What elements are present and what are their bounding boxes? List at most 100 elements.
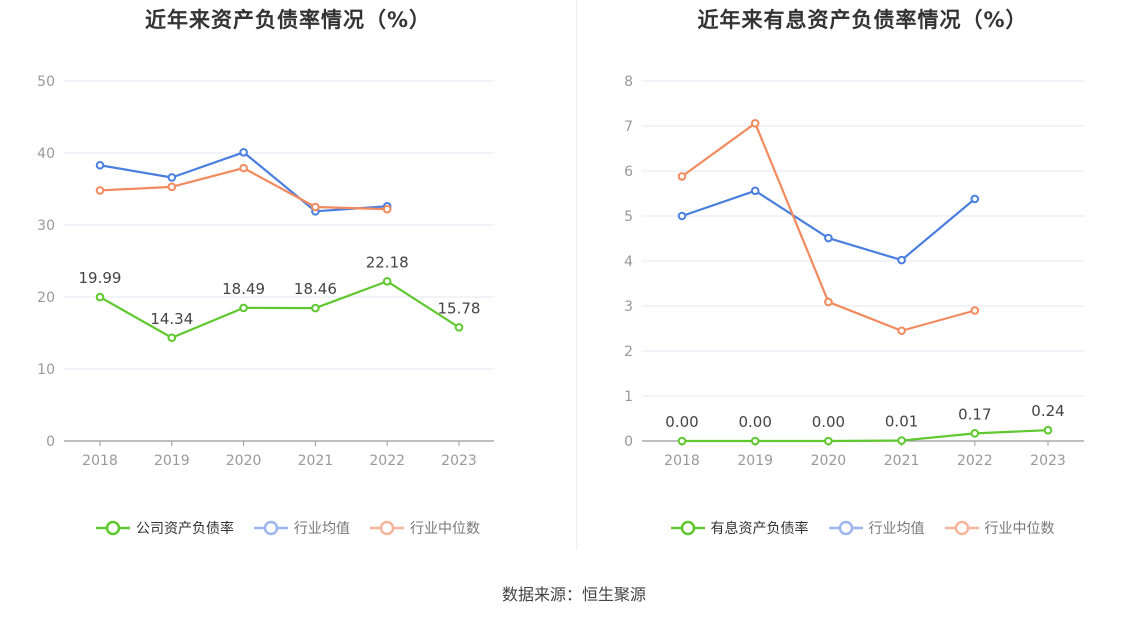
legend-label: 行业均值 <box>294 521 350 537</box>
data-point[interactable] <box>382 277 392 286</box>
data-point[interactable] <box>970 306 980 315</box>
data-label: 19.99 <box>79 269 122 287</box>
x-tick-label: 2018 <box>82 453 118 469</box>
series-line <box>99 280 460 339</box>
y-tick-label: 30 <box>37 218 55 234</box>
chart-panel-right: 近年来有息资产负债率情况（%） 0 1 2 3 4 5 6 7 8 2018 2019 2020 202… <box>577 0 1148 560</box>
series-line <box>681 189 976 262</box>
data-point[interactable] <box>311 202 320 212</box>
legend-item[interactable]: 行业均值 <box>254 518 350 538</box>
plot-area: 0 10 20 30 40 50 2018 2019 2020 2021 2022 2023 19.99… <box>37 74 494 469</box>
x-tick-label: 2019 <box>154 453 190 469</box>
chart-title: 近年来有息资产负债率情况（%） <box>697 8 1028 32</box>
legend-item[interactable]: 行业均值 <box>828 518 925 538</box>
legend-label: 公司资产负债率 <box>136 521 234 537</box>
legend-marker <box>944 520 979 536</box>
y-tick-label: 3 <box>624 299 633 315</box>
data-label: 0.01 <box>885 413 918 431</box>
data-point[interactable] <box>167 333 177 343</box>
data-point[interactable] <box>167 182 177 192</box>
legend-marker <box>254 520 288 536</box>
data-point[interactable] <box>970 194 980 204</box>
data-label: 18.49 <box>222 280 265 298</box>
legend-marker <box>96 520 130 536</box>
data-point[interactable] <box>95 186 105 195</box>
legend-marker <box>670 520 705 536</box>
data-point[interactable] <box>239 147 248 157</box>
x-tick-label: 2020 <box>226 453 262 469</box>
data-point[interactable] <box>239 303 248 313</box>
series-line <box>99 151 388 213</box>
series-line <box>99 167 388 211</box>
data-point[interactable] <box>970 429 980 438</box>
x-tick-label: 2020 <box>811 453 847 469</box>
data-label: 0.00 <box>812 413 845 431</box>
data-point[interactable] <box>824 436 833 446</box>
y-tick-label: 5 <box>624 209 633 225</box>
data-point[interactable] <box>897 326 906 336</box>
legend-label: 行业中位数 <box>984 521 1055 537</box>
legend-item[interactable]: 行业中位数 <box>944 518 1055 538</box>
data-point[interactable] <box>167 173 177 182</box>
y-tick-label: 7 <box>624 119 633 135</box>
y-tick-label: 50 <box>37 74 55 90</box>
data-point[interactable] <box>239 163 248 173</box>
legend-label: 行业中位数 <box>410 521 480 537</box>
data-point[interactable] <box>1043 425 1053 435</box>
y-tick-label: 0 <box>624 434 633 450</box>
legend: 有息资产负债率 行业均值 行业中位数 <box>577 518 1148 538</box>
y-tick-label: 10 <box>37 362 55 378</box>
data-point[interactable] <box>95 292 105 302</box>
data-point[interactable] <box>677 436 687 446</box>
data-label: 14.34 <box>150 310 193 328</box>
data-point[interactable] <box>750 119 760 128</box>
y-tick-label: 6 <box>624 164 633 180</box>
legend-label: 有息资产负债率 <box>710 521 809 537</box>
series-line <box>682 429 1049 443</box>
data-point[interactable] <box>95 160 105 170</box>
data-label: 0.00 <box>665 413 698 431</box>
data-point[interactable] <box>824 297 833 307</box>
data-point[interactable] <box>897 255 906 265</box>
data-point[interactable] <box>677 172 687 181</box>
x-tick-label: 2023 <box>1030 453 1066 469</box>
legend-marker <box>828 520 863 536</box>
plot-area: 0 1 2 3 4 5 6 7 8 2018 2019 2020 2021 2022 2023 0.00 0.0… <box>624 74 1084 469</box>
y-tick-label: 40 <box>37 146 55 162</box>
x-tick-label: 2018 <box>664 453 700 469</box>
data-point[interactable] <box>311 303 320 313</box>
y-tick-label: 8 <box>624 74 633 90</box>
data-label: 22.18 <box>366 253 409 271</box>
data-label: 0.00 <box>738 413 771 431</box>
data-label: 18.46 <box>294 280 337 298</box>
data-point[interactable] <box>824 233 833 243</box>
x-tick-label: 2021 <box>884 453 920 469</box>
data-point[interactable] <box>454 323 464 332</box>
y-tick-label: 0 <box>46 434 55 450</box>
legend-item[interactable]: 行业中位数 <box>370 518 480 538</box>
legend-label: 行业均值 <box>868 521 925 537</box>
data-point[interactable] <box>897 436 906 445</box>
data-label: 15.78 <box>438 299 481 317</box>
y-tick-label: 1 <box>624 389 633 405</box>
data-point[interactable] <box>750 186 760 196</box>
chart-panel-left: 近年来资产负债率情况（%） 0 10 20 30 40 50 2018 2019 2020 202… <box>0 0 576 560</box>
x-tick-label: 2023 <box>441 453 477 469</box>
y-tick-label: 4 <box>624 254 633 270</box>
x-tick-label: 2021 <box>298 453 334 469</box>
legend-item[interactable]: 有息资产负债率 <box>670 518 809 538</box>
legend-item[interactable]: 公司资产负债率 <box>96 518 234 538</box>
x-tick-label: 2022 <box>369 453 405 469</box>
x-tick-label: 2019 <box>737 453 773 469</box>
chart-title: 近年来资产负债率情况（%） <box>144 8 432 32</box>
panel-divider <box>576 0 577 550</box>
data-point[interactable] <box>750 436 760 446</box>
legend-marker <box>370 520 404 536</box>
data-point[interactable] <box>677 211 687 221</box>
data-point[interactable] <box>382 204 392 214</box>
data-label: 0.17 <box>958 405 991 423</box>
x-tick-label: 2022 <box>957 453 993 469</box>
data-label: 0.24 <box>1031 402 1064 420</box>
y-tick-label: 20 <box>37 290 55 306</box>
